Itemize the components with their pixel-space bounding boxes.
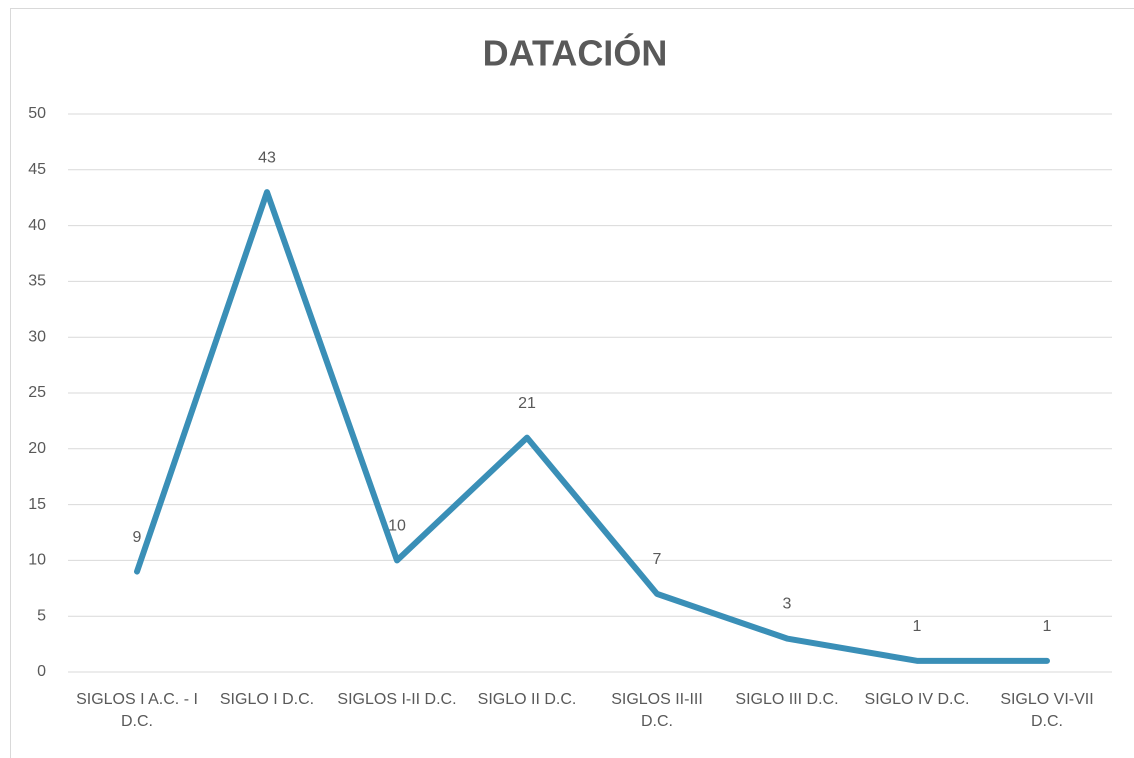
line: [134, 189, 1050, 664]
y-tick-label: 35: [28, 273, 46, 290]
y-tick-label: 50: [28, 105, 46, 122]
chart-border: [10, 8, 1134, 758]
data-label: 7: [653, 551, 662, 568]
y-tick-label: 5: [37, 607, 46, 624]
y-tick-label: 30: [28, 328, 46, 345]
data-label: 1: [913, 618, 922, 635]
data-label: 9: [133, 529, 142, 546]
x-tick-label: SIGLO II D.C.: [477, 691, 577, 708]
y-tick-label: 40: [28, 217, 46, 234]
x-tick-label: SIGLO I D.C.: [219, 691, 315, 708]
x-tick-label: SIGLO III D.C.: [735, 691, 839, 708]
data-label: 21: [518, 395, 536, 412]
y-tick-label: 20: [28, 440, 46, 457]
x-tick-label: SIGLO VI-VII D.C.: [1000, 691, 1094, 730]
data-label: 10: [388, 518, 406, 535]
data-label: 1: [1043, 618, 1052, 635]
data-label: 43: [258, 149, 276, 166]
y-tick-label: 0: [37, 663, 46, 680]
x-tick-label: SIGLOS II-III D.C.: [611, 691, 703, 730]
y-tick-label: 10: [28, 552, 46, 569]
x-tick-label: SIGLOS I-II D.C.: [337, 691, 457, 708]
y-tick-label: 25: [28, 384, 46, 401]
chart-title: DATACIÓN: [483, 32, 668, 74]
x-tick-label: SIGLO IV D.C.: [864, 691, 970, 708]
y-tick-label: 15: [28, 496, 46, 513]
data-label: 3: [783, 596, 792, 613]
x-tick-label: SIGLOS I A.C. - I D.C.: [76, 691, 198, 730]
y-tick-label: 45: [28, 161, 46, 178]
